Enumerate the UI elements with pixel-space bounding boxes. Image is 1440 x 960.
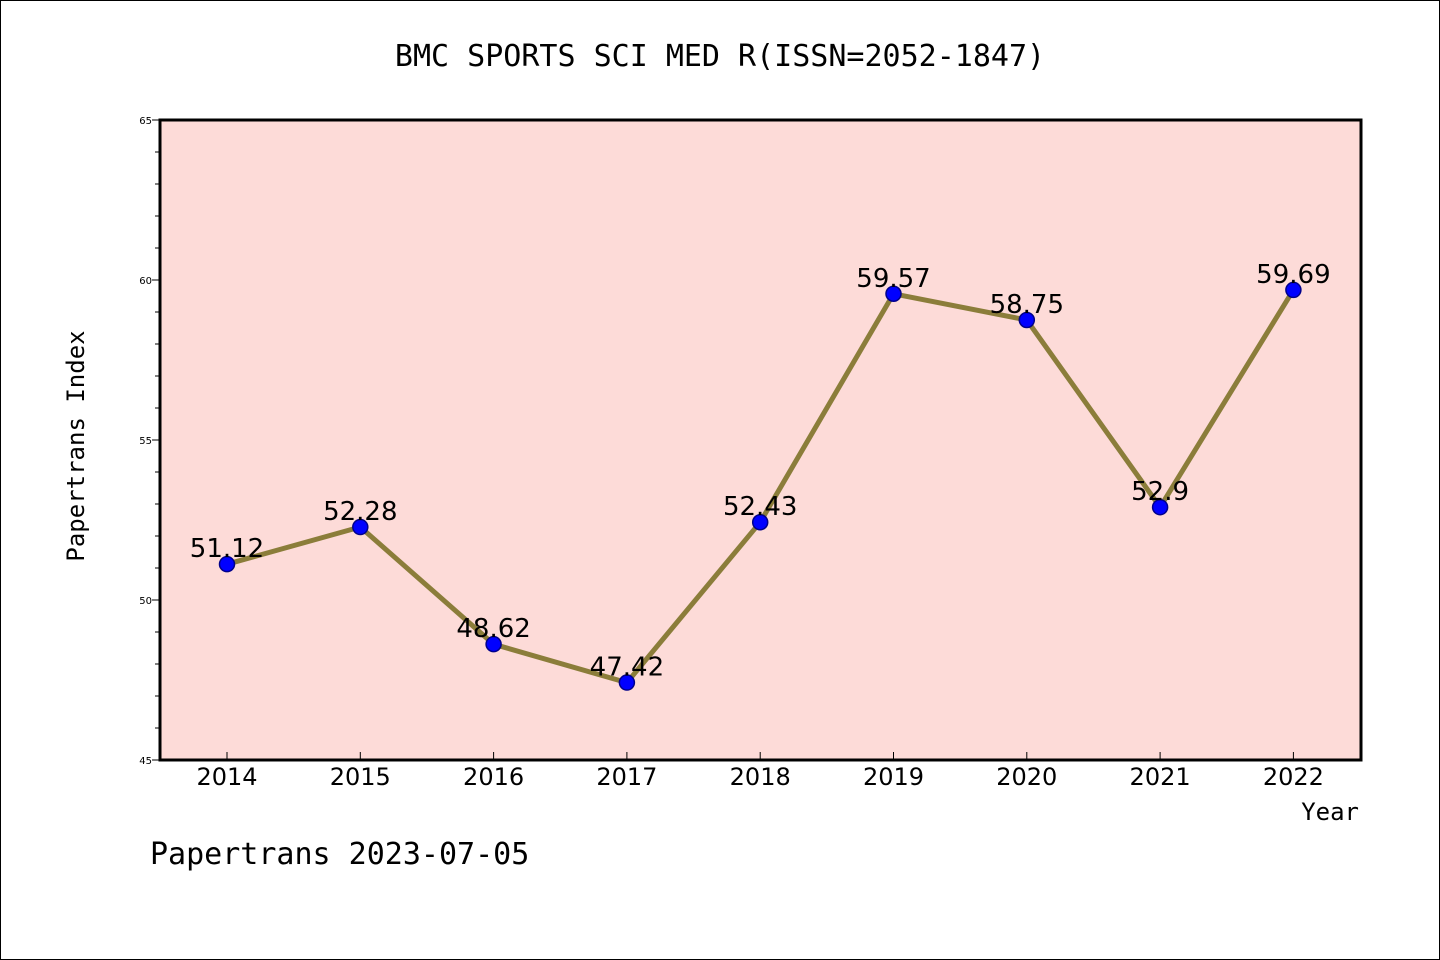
data-label: 58.75	[990, 290, 1064, 320]
data-point	[1151, 498, 1169, 516]
y-tick-label: 65	[139, 116, 152, 127]
y-axis-label: Papertrans Index	[62, 330, 90, 561]
chart-title: BMC SPORTS SCI MED R(ISSN=2052-1847)	[395, 39, 1045, 74]
data-label: 51.12	[190, 534, 264, 564]
x-axis-tick-labels: 2014 2015 2016 2017 2018 2019 2020 2021 2022	[196, 763, 1323, 791]
x-tick-label: 2021	[1130, 763, 1191, 791]
data-point	[1285, 281, 1302, 299]
y-axis-tick-labels: 45 50 55 60 65	[139, 116, 152, 767]
y-tick-label: 45	[139, 756, 152, 767]
y-tick-label: 60	[139, 276, 152, 287]
x-tick-label: 2022	[1263, 763, 1324, 791]
y-tick-label: 50	[139, 596, 152, 607]
series-markers	[218, 281, 1302, 691]
data-label: 48.62	[456, 614, 530, 644]
data-label: 47.42	[590, 653, 664, 683]
y-tick-label: 55	[139, 436, 152, 447]
data-label: 52.28	[323, 497, 397, 527]
data-point	[1018, 311, 1036, 329]
plot-area	[158, 118, 1363, 762]
data-label: 52.43	[723, 492, 797, 522]
x-tick-label: 2018	[730, 763, 791, 791]
x-axis-label: Year	[1301, 798, 1359, 826]
data-point	[218, 555, 236, 573]
x-tick-label: 2015	[330, 763, 391, 791]
data-point	[485, 635, 502, 653]
x-tick-label: 2017	[596, 763, 657, 791]
data-label: 59.57	[856, 264, 930, 294]
footer-date: Papertrans 2023-07-05	[150, 837, 529, 872]
data-labels: 51.12 52.28 48.62 47.42 52.43 59.57 58.75 52.9 5…	[190, 260, 1331, 683]
data-point	[618, 674, 636, 691]
data-point	[751, 513, 769, 531]
x-tick-label: 2019	[863, 763, 924, 791]
x-tick-label: 2020	[996, 763, 1057, 791]
data-label: 52.9	[1131, 477, 1189, 507]
data-point	[885, 285, 902, 303]
x-tick-label: 2014	[196, 763, 257, 791]
data-point	[352, 518, 369, 536]
x-axis-ticks	[226, 752, 1294, 760]
data-label: 59.69	[1256, 260, 1330, 290]
x-tick-label: 2016	[463, 763, 524, 791]
y-axis-ticks	[152, 119, 160, 761]
